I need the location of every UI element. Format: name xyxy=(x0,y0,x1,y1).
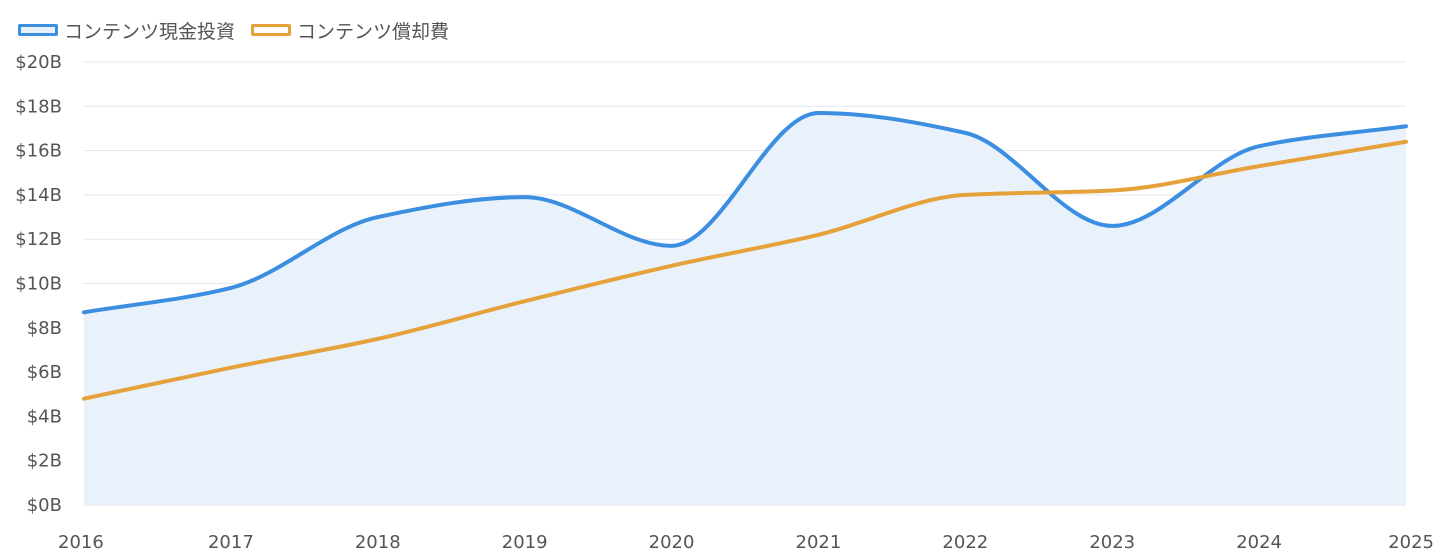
series-line-0[interactable] xyxy=(82,110,1408,315)
y-axis: $0B $2B $4B $6B $8B $10B $12B $14B $16B $18B $20B xyxy=(15,52,62,516)
data-point[interactable] xyxy=(228,285,234,291)
data-point[interactable] xyxy=(1109,223,1115,229)
legend: コンテンツ現金投資 コンテンツ償却費 xyxy=(18,16,449,44)
data-point[interactable] xyxy=(669,243,675,249)
legend-swatch-cash xyxy=(18,24,58,36)
data-point[interactable] xyxy=(522,298,528,304)
x-tick-label: 2022 xyxy=(942,532,988,553)
series-line-1[interactable] xyxy=(82,139,1408,401)
data-point[interactable] xyxy=(1403,123,1409,129)
data-point[interactable] xyxy=(815,232,821,238)
y-tick-label: $10B xyxy=(15,274,62,295)
y-tick-label: $20B xyxy=(15,52,62,73)
legend-label-cash: コンテンツ現金投資 xyxy=(64,20,236,43)
x-tick-label: 2025 xyxy=(1388,532,1434,553)
data-point[interactable] xyxy=(1256,163,1262,169)
data-point[interactable] xyxy=(669,263,675,269)
data-point[interactable] xyxy=(1256,143,1262,149)
data-point[interactable] xyxy=(522,194,528,200)
legend-label-amortization: コンテンツ償却費 xyxy=(297,20,450,43)
y-tick-label: $8B xyxy=(27,318,62,339)
data-point[interactable] xyxy=(962,130,968,136)
x-tick-label: 2021 xyxy=(796,532,842,553)
y-tick-label: $0B xyxy=(27,495,62,516)
x-axis: 2016 2017 2018 2019 2020 2021 2022 2023 2024 2025 xyxy=(58,532,1434,553)
x-tick-label: 2019 xyxy=(502,532,548,553)
y-tick-label: $14B xyxy=(15,185,62,206)
x-tick-label: 2024 xyxy=(1236,532,1282,553)
data-point[interactable] xyxy=(81,396,87,402)
x-tick-label: 2020 xyxy=(649,532,695,553)
x-tick-label: 2018 xyxy=(355,532,401,553)
y-tick-label: $18B xyxy=(15,96,62,117)
data-point[interactable] xyxy=(228,365,234,371)
data-point[interactable] xyxy=(962,192,968,198)
y-tick-label: $6B xyxy=(27,362,62,383)
data-point[interactable] xyxy=(815,110,821,116)
data-point[interactable] xyxy=(81,309,87,315)
x-tick-label: 2023 xyxy=(1089,532,1135,553)
y-tick-label: $4B xyxy=(27,406,62,427)
x-tick-label: 2016 xyxy=(58,532,104,553)
data-point[interactable] xyxy=(375,336,381,342)
line-layer xyxy=(81,110,1409,402)
data-point[interactable] xyxy=(1109,187,1115,193)
y-tick-label: $16B xyxy=(15,141,62,162)
x-tick-label: 2017 xyxy=(208,532,254,553)
legend-item-amortization[interactable]: コンテンツ償却費 xyxy=(251,17,449,44)
legend-swatch-amortization xyxy=(251,24,292,36)
data-point[interactable] xyxy=(1403,139,1409,145)
data-point[interactable] xyxy=(375,214,381,220)
y-tick-label: $2B xyxy=(27,451,62,472)
y-tick-label: $12B xyxy=(15,229,62,250)
legend-item-cash[interactable]: コンテンツ現金投資 xyxy=(18,17,235,44)
